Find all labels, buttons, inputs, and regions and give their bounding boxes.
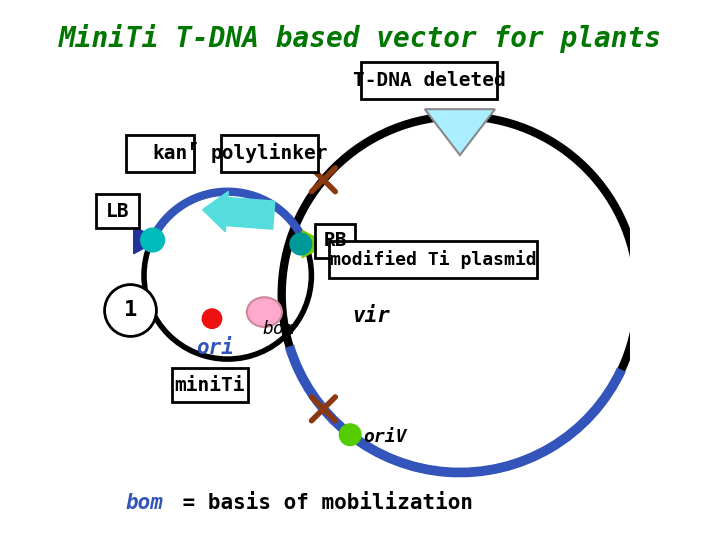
Polygon shape: [134, 226, 159, 254]
Polygon shape: [302, 231, 328, 258]
Text: T-DNA deleted: T-DNA deleted: [353, 71, 505, 90]
Circle shape: [202, 309, 222, 328]
Ellipse shape: [247, 297, 282, 327]
Text: bom: bom: [125, 493, 163, 514]
Circle shape: [104, 285, 156, 336]
Text: RB: RB: [323, 231, 347, 251]
Text: modified Ti plasmid: modified Ti plasmid: [330, 250, 536, 269]
Polygon shape: [425, 109, 495, 155]
FancyBboxPatch shape: [220, 135, 318, 172]
Text: miniTi: miniTi: [175, 375, 245, 395]
FancyBboxPatch shape: [315, 224, 355, 258]
FancyBboxPatch shape: [361, 62, 497, 99]
Text: r: r: [189, 139, 198, 153]
Circle shape: [290, 233, 312, 255]
Text: LB: LB: [107, 201, 130, 221]
FancyBboxPatch shape: [126, 135, 194, 172]
FancyArrow shape: [202, 191, 275, 232]
Text: vir: vir: [352, 306, 390, 326]
FancyBboxPatch shape: [328, 241, 537, 278]
FancyBboxPatch shape: [96, 194, 139, 228]
Text: MiniTi T-DNA based vector for plants: MiniTi T-DNA based vector for plants: [58, 24, 662, 53]
FancyBboxPatch shape: [172, 368, 248, 402]
Circle shape: [339, 424, 361, 446]
Text: kan: kan: [153, 144, 188, 163]
Text: = basis of mobilization: = basis of mobilization: [170, 493, 473, 514]
Text: 1: 1: [124, 300, 138, 321]
Text: bom: bom: [263, 320, 295, 339]
Text: polylinker: polylinker: [211, 143, 328, 164]
Text: ori: ori: [197, 338, 234, 359]
Circle shape: [140, 228, 164, 252]
Text: oriV: oriV: [364, 428, 407, 447]
